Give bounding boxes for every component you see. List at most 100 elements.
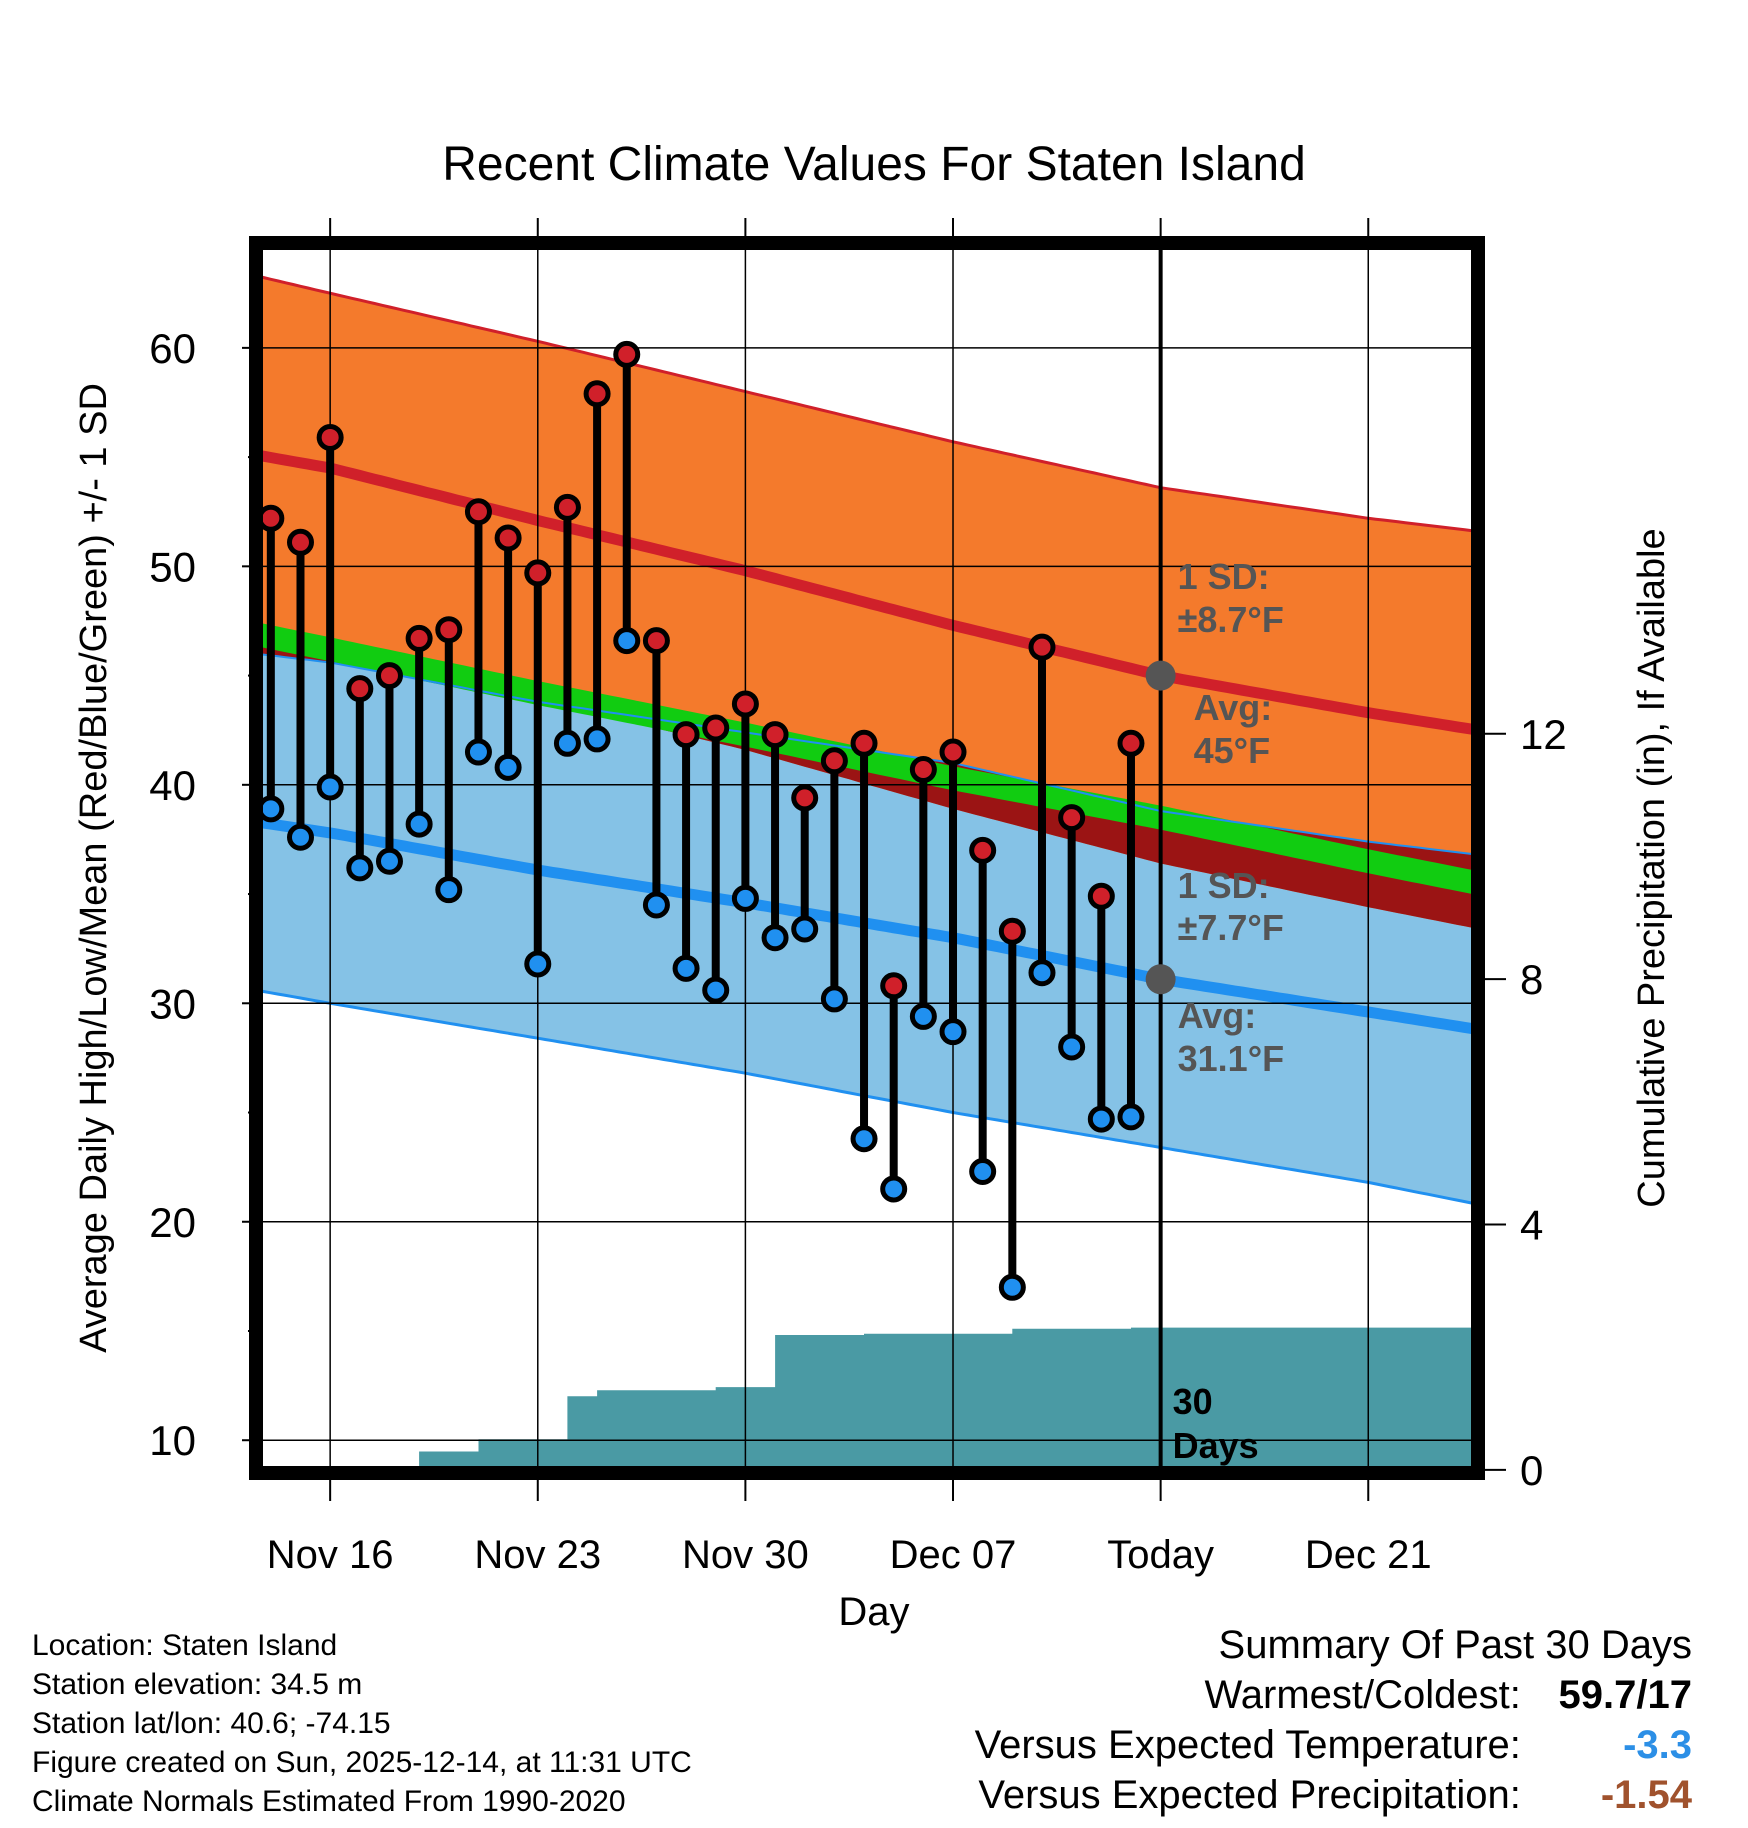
precip-days-label: Days <box>1173 1425 1259 1466</box>
y2-tick-label: 0 <box>1520 1447 1543 1494</box>
daily-low-point <box>583 725 611 753</box>
high-sd-upper-line <box>255 274 1473 533</box>
daily-high-point <box>494 524 522 552</box>
normals-text: Climate Normals Estimated From 1990-2020 <box>32 1785 626 1818</box>
y2-tick-label: 12 <box>1520 711 1567 758</box>
daily-high-point <box>1087 882 1115 910</box>
daily-high-point <box>435 616 463 644</box>
warmest-label: Warmest/Coldest: <box>1204 1673 1521 1717</box>
daily-low-point <box>435 876 463 904</box>
today-low-normal-marker <box>1145 964 1176 995</box>
daily-low-point <box>642 891 670 919</box>
daily-high-point <box>791 784 819 812</box>
daily-low-point <box>672 954 700 982</box>
daily-low-point <box>1117 1103 1145 1131</box>
high-avg-value: 45°F <box>1194 730 1270 771</box>
low-sd-label: 1 SD: <box>1178 865 1270 906</box>
daily-low-point <box>613 627 641 655</box>
daily-high-point <box>761 721 789 749</box>
daily-high-point <box>880 972 908 1000</box>
daily-high-point <box>820 747 848 775</box>
daily-high-point <box>286 528 314 556</box>
daily-low-point <box>820 985 848 1013</box>
daily-high-point <box>731 690 759 718</box>
y-tick-label: 40 <box>149 762 196 809</box>
daily-high-point <box>405 624 433 652</box>
summary-title: Summary Of Past 30 Days <box>1218 1623 1692 1667</box>
low-sd-value: ±7.7°F <box>1178 907 1284 948</box>
created-text: Figure created on Sun, 2025-12-14, at 11… <box>32 1746 692 1779</box>
low-avg-value: 31.1°F <box>1178 1038 1284 1079</box>
low-avg-label: Avg: <box>1178 995 1257 1036</box>
daily-high-point <box>613 340 641 368</box>
y-tick-label: 60 <box>149 325 196 372</box>
warmest-value: 59.7/17 <box>1558 1673 1692 1717</box>
summary-warmest-row: Warmest/Coldest: 59.7/17 <box>975 1670 1693 1720</box>
y2-tick-label: 8 <box>1520 956 1543 1003</box>
daily-high-point <box>1117 729 1145 757</box>
daily-low-point <box>257 795 285 823</box>
daily-low-point <box>346 854 374 882</box>
x-tick-label: Dec 07 <box>890 1533 1017 1577</box>
summary-panel: Summary Of Past 30 Days Warmest/Coldest:… <box>975 1620 1692 1820</box>
daily-high-point <box>524 559 552 587</box>
daily-low-point <box>464 738 492 766</box>
versus-precip-label: Versus Expected Precipitation: <box>978 1773 1521 1817</box>
precipitation-area <box>256 1327 1478 1470</box>
latlon-text: Station lat/lon: 40.6; -74.15 <box>32 1707 391 1740</box>
high-sd-label: 1 SD: <box>1178 556 1270 597</box>
daily-high-point <box>998 917 1026 945</box>
elevation-text: Station elevation: 34.5 m <box>32 1668 363 1701</box>
x-axis-label: Day <box>838 1590 909 1634</box>
daily-low-point <box>524 950 552 978</box>
daily-high-point <box>553 493 581 521</box>
daily-low-point <box>909 1002 937 1030</box>
plot-frame <box>249 236 1485 1480</box>
daily-low-point <box>1087 1105 1115 1133</box>
daily-low-point <box>998 1273 1026 1301</box>
versus-precip-value: -1.54 <box>1600 1773 1692 1817</box>
daily-low-point <box>791 915 819 943</box>
today-high-normal-marker <box>1145 660 1176 691</box>
high-mean-line <box>255 449 1473 735</box>
location-text: Location: Staten Island <box>32 1629 338 1662</box>
y2-axis-label: Cumulative Precipitation (in), If Availa… <box>1631 528 1673 1207</box>
versus-temp-label: Versus Expected Temperature: <box>974 1723 1521 1767</box>
daily-low-point <box>494 753 522 781</box>
y-tick-label: 30 <box>149 980 196 1027</box>
chart-title: Recent Climate Values For Staten Island <box>442 138 1306 191</box>
daily-low-point <box>286 823 314 851</box>
axes: 10 20 30 40 50 60 0 4 8 12 Nov 16 Nov 23 Nov 30 Dec 0… <box>73 218 1673 1634</box>
daily-high-point <box>939 738 967 766</box>
daily-high-point <box>1058 804 1086 832</box>
high-sd-value: ±8.7°F <box>1178 599 1284 640</box>
y2-tick-label: 4 <box>1520 1202 1543 1249</box>
daily-low-point <box>969 1158 997 1186</box>
high-avg-label: Avg: <box>1194 687 1273 728</box>
y-tick-label: 10 <box>149 1417 196 1464</box>
daily-low-point <box>405 810 433 838</box>
precip-days-count: 30 <box>1173 1381 1213 1422</box>
x-tick-label: Nov 30 <box>682 1533 809 1577</box>
daily-high-point <box>969 836 997 864</box>
daily-low-point <box>553 729 581 757</box>
daily-high-point <box>464 498 492 526</box>
daily-high-point <box>642 627 670 655</box>
daily-high-point <box>346 675 374 703</box>
daily-low-point <box>1058 1033 1086 1061</box>
daily-high-point <box>1028 633 1056 661</box>
daily-low-point <box>316 773 344 801</box>
versus-temp-value: -3.3 <box>1623 1723 1692 1767</box>
daily-high-point <box>850 729 878 757</box>
y-axis-label: Average Daily High/Low/Mean (Red/Blue/Gr… <box>73 383 115 1353</box>
daily-low-point <box>702 976 730 1004</box>
daily-high-point <box>316 423 344 451</box>
daily-high-point <box>672 721 700 749</box>
summary-precip-row: Versus Expected Precipitation: -1.54 <box>975 1770 1692 1820</box>
x-tick-label: Today <box>1107 1533 1214 1577</box>
daily-low-point <box>880 1175 908 1203</box>
x-tick-label: Nov 23 <box>474 1533 601 1577</box>
daily-high-point <box>583 380 611 408</box>
